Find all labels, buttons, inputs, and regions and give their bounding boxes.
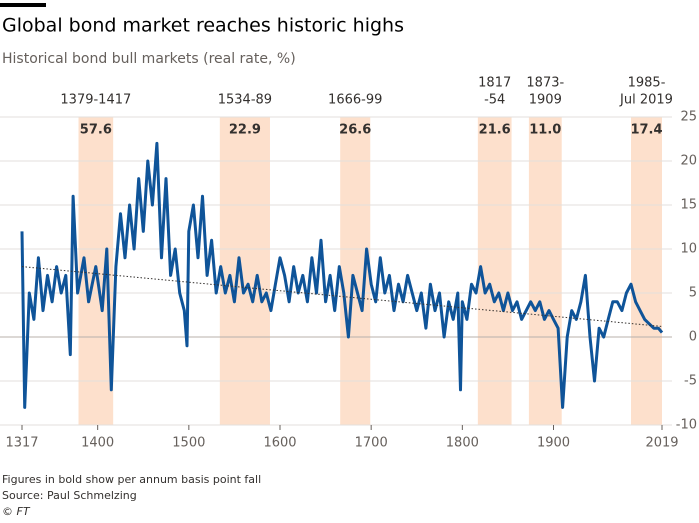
note: Figures in bold show per annum basis poi… bbox=[2, 473, 261, 486]
band-value: 21.6 bbox=[479, 123, 511, 138]
y-tick-label: -5 bbox=[684, 374, 697, 389]
band bbox=[219, 117, 270, 425]
x-tick-label: 1600 bbox=[263, 436, 296, 451]
y-tick-label: 0 bbox=[689, 330, 697, 345]
band-label: Jul 2019 bbox=[619, 93, 673, 108]
brand-bar bbox=[0, 3, 46, 7]
y-tick-label: 15 bbox=[680, 198, 697, 213]
y-tick-label: 25 bbox=[680, 110, 697, 125]
x-tick-label: 1900 bbox=[537, 436, 570, 451]
band-value: 11.0 bbox=[529, 123, 561, 138]
x-tick-label: 1700 bbox=[355, 436, 388, 451]
source: Source: Paul Schmelzing bbox=[2, 489, 137, 502]
band-label: -54 bbox=[484, 93, 505, 108]
band-value: 57.6 bbox=[80, 123, 112, 138]
x-tick-label: 1317 bbox=[5, 436, 38, 451]
chart-subtitle: Historical bond bull markets (real rate,… bbox=[2, 51, 296, 67]
band-label: 1534-89 bbox=[218, 93, 272, 108]
y-tick-label: 20 bbox=[680, 154, 697, 169]
band bbox=[477, 117, 512, 425]
band-label: 1666-99 bbox=[328, 93, 382, 108]
band bbox=[631, 117, 662, 425]
band bbox=[528, 117, 562, 425]
band-value: 22.9 bbox=[229, 123, 261, 138]
trend-line bbox=[21, 266, 663, 327]
x-tick-label: 1400 bbox=[81, 436, 114, 451]
band-label: 1379-1417 bbox=[60, 93, 131, 108]
y-tick-label: 5 bbox=[689, 286, 697, 301]
band-label: 1909 bbox=[529, 93, 562, 108]
x-tick-label: 1500 bbox=[172, 436, 205, 451]
band-label: 1817 bbox=[478, 76, 511, 91]
x-tick-label: 2019 bbox=[645, 436, 678, 451]
y-tick-label: -10 bbox=[676, 418, 697, 433]
band-label: 1985- bbox=[628, 76, 666, 91]
chart-title: Global bond market reaches historic high… bbox=[2, 15, 404, 37]
band-value: 26.6 bbox=[339, 123, 371, 138]
copyright: © FT bbox=[2, 505, 31, 518]
band-label: 1873- bbox=[526, 76, 564, 91]
band-value: 17.4 bbox=[630, 123, 662, 138]
series-line bbox=[20, 141, 664, 409]
y-tick-label: 10 bbox=[680, 242, 697, 257]
x-tick-label: 1800 bbox=[446, 436, 479, 451]
